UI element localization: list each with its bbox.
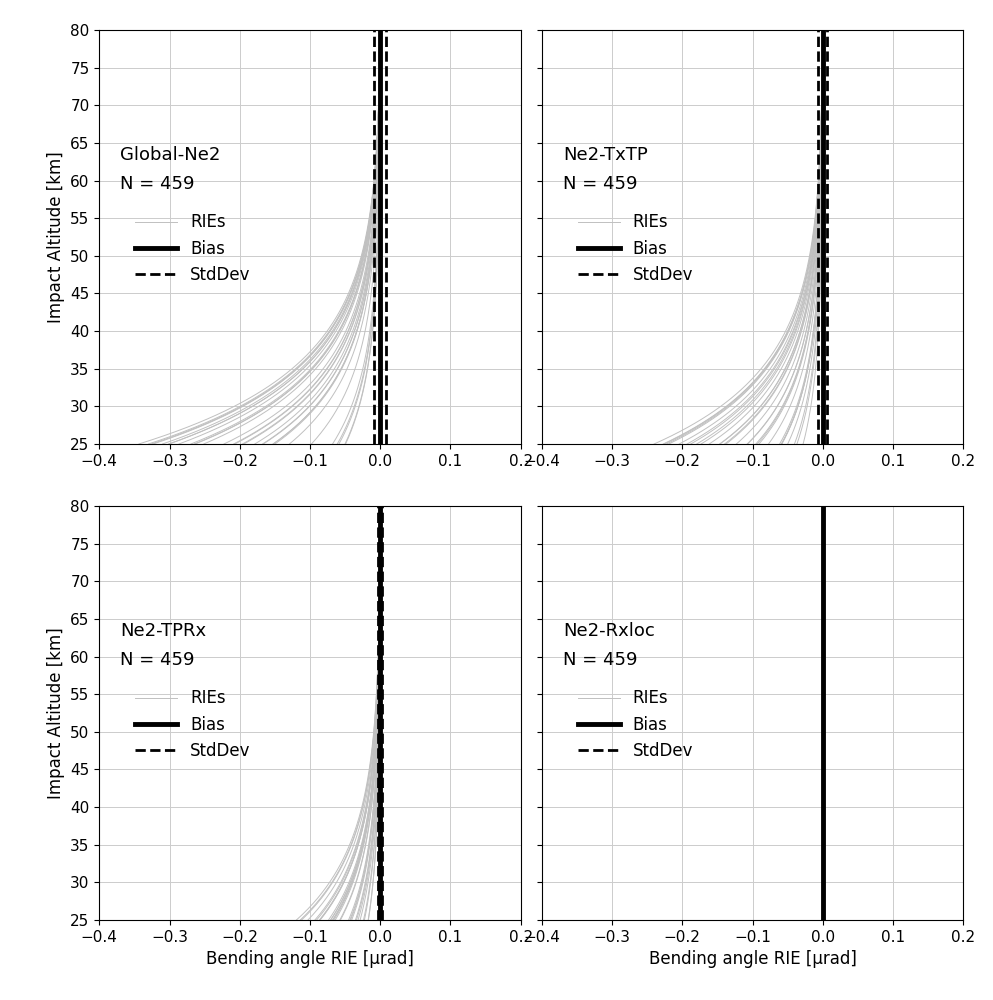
Text: N = 459: N = 459 xyxy=(563,175,638,193)
Legend: RIEs, Bias, StdDev: RIEs, Bias, StdDev xyxy=(129,207,257,291)
X-axis label: Bending angle RIE [μrad]: Bending angle RIE [μrad] xyxy=(207,950,414,968)
Legend: RIEs, Bias, StdDev: RIEs, Bias, StdDev xyxy=(571,207,700,291)
Text: N = 459: N = 459 xyxy=(120,651,195,669)
Legend: RIEs, Bias, StdDev: RIEs, Bias, StdDev xyxy=(571,683,700,767)
Y-axis label: Impact Altitude [km]: Impact Altitude [km] xyxy=(47,627,65,799)
Text: N = 459: N = 459 xyxy=(563,651,638,669)
Text: N = 459: N = 459 xyxy=(120,175,195,193)
Text: Global-Ne2: Global-Ne2 xyxy=(120,146,220,164)
Text: Ne2-TPRx: Ne2-TPRx xyxy=(120,622,207,640)
Y-axis label: Impact Altitude [km]: Impact Altitude [km] xyxy=(47,151,65,323)
Text: Ne2-Rxloc: Ne2-Rxloc xyxy=(563,622,654,640)
Text: Ne2-TxTP: Ne2-TxTP xyxy=(563,146,647,164)
Legend: RIEs, Bias, StdDev: RIEs, Bias, StdDev xyxy=(129,683,257,767)
X-axis label: Bending angle RIE [μrad]: Bending angle RIE [μrad] xyxy=(648,950,856,968)
